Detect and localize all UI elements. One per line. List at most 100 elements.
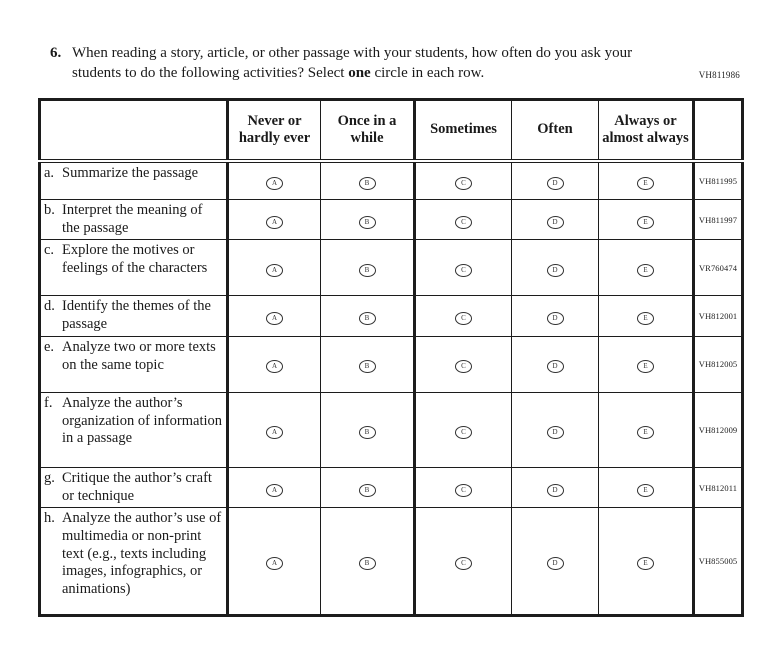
row-code: VH855005 <box>692 507 743 617</box>
table-row: d. Identify the themes of the passage A … <box>39 295 743 337</box>
row-label-text: Critique the author’s craft or technique <box>62 469 212 504</box>
header-sometimes: Sometimes <box>413 98 512 163</box>
answer-bubble[interactable]: D <box>546 176 564 190</box>
row-label-text: Explore the motives or feelings of the c… <box>62 242 208 277</box>
bubble-cell: E <box>598 295 694 337</box>
bubble-cell: C <box>413 239 512 297</box>
bubble-cell: A <box>226 335 321 393</box>
bubble-cell: C <box>413 335 512 393</box>
bubble-cell: A <box>226 507 321 617</box>
answer-bubble[interactable]: C <box>455 312 472 326</box>
activity-label-cell: b. Interpret the meaning of the passage <box>39 199 228 241</box>
answer-bubble[interactable]: E <box>637 425 654 439</box>
answer-bubble[interactable]: C <box>455 425 472 439</box>
answer-bubble[interactable]: D <box>546 425 564 439</box>
answer-bubble[interactable]: B <box>358 557 376 571</box>
answer-bubble[interactable]: A <box>266 263 283 277</box>
activity-label-cell: e. Analyze two or more texts on the same… <box>39 335 228 393</box>
answer-bubble[interactable]: C <box>455 483 472 497</box>
bubble-cell: A <box>226 295 321 337</box>
row-label-text: Summarize the passage <box>62 164 199 181</box>
question-text-part1: When reading a story, article, or other … <box>72 45 633 81</box>
header-often: Often <box>511 98 599 163</box>
row-code: VR760474 <box>692 239 743 297</box>
activity-label-cell: c. Explore the motives or feelings of th… <box>39 239 228 297</box>
bubble-cell: B <box>320 160 415 201</box>
activity-label-cell: h. Analyze the author’s use of multimedi… <box>39 507 228 617</box>
answer-bubble[interactable]: A <box>266 215 283 229</box>
bubble-cell: A <box>226 239 321 297</box>
header-once-in-a-while: Once in a while <box>320 98 415 163</box>
answer-bubble[interactable]: D <box>546 263 564 277</box>
row-letter: c. <box>44 242 55 259</box>
bubble-cell: A <box>226 199 321 241</box>
bubble-cell: B <box>320 391 415 468</box>
bubble-cell: E <box>598 160 694 201</box>
bubble-cell: D <box>511 466 599 509</box>
row-code: VH811995 <box>692 160 743 201</box>
answer-bubble[interactable]: A <box>266 360 283 374</box>
answer-bubble[interactable]: E <box>637 312 654 326</box>
question-text: When reading a story, article, or other … <box>72 44 665 84</box>
answer-bubble[interactable]: C <box>455 263 472 277</box>
row-label-text: Interpret the meaning of the passage <box>62 202 203 236</box>
table-row: b. Interpret the meaning of the passage … <box>39 199 743 241</box>
bubble-cell: E <box>598 239 694 297</box>
bubble-cell: D <box>511 160 599 201</box>
row-letter: d. <box>44 298 55 315</box>
answer-bubble[interactable]: B <box>358 312 376 326</box>
question-text-bold: one <box>348 64 371 81</box>
bubble-cell: A <box>226 391 321 468</box>
header-empty-label-col <box>39 98 228 163</box>
row-letter: e. <box>44 338 55 355</box>
answer-bubble[interactable]: E <box>637 215 654 229</box>
row-code: VH812001 <box>692 295 743 337</box>
bubble-cell: C <box>413 466 512 509</box>
header-always: Always or almost always <box>598 98 694 163</box>
question-text-part2: circle in each row. <box>370 64 485 81</box>
bubble-cell: B <box>320 239 415 297</box>
header-never: Never or hardly ever <box>226 98 321 163</box>
table-row: c. Explore the motives or feelings of th… <box>39 239 743 297</box>
table-row: e. Analyze two or more texts on the same… <box>39 335 743 393</box>
answer-bubble[interactable]: B <box>358 263 376 277</box>
answer-bubble[interactable]: D <box>546 360 564 374</box>
frequency-matrix-table: Never or hardly ever Once in a while Som… <box>38 97 744 618</box>
row-code: VH812005 <box>692 335 743 393</box>
answer-bubble[interactable]: E <box>637 360 654 374</box>
activity-label-cell: d. Identify the themes of the passage <box>39 295 228 337</box>
answer-bubble[interactable]: E <box>637 176 654 190</box>
answer-bubble[interactable]: B <box>358 215 376 229</box>
bubble-cell: D <box>511 507 599 617</box>
answer-bubble[interactable]: D <box>546 312 564 326</box>
answer-bubble[interactable]: A <box>266 483 283 497</box>
questionnaire-page: { "page": { "top_right_code": "VH811986"… <box>0 44 763 670</box>
answer-bubble[interactable]: E <box>637 263 654 277</box>
answer-bubble[interactable]: E <box>637 557 654 571</box>
answer-bubble[interactable]: D <box>546 557 564 571</box>
bubble-cell: B <box>320 507 415 617</box>
answer-bubble[interactable]: C <box>455 360 472 374</box>
bubble-cell: E <box>598 199 694 241</box>
answer-bubble[interactable]: A <box>266 312 283 326</box>
row-letter: h. <box>44 510 55 527</box>
bubble-cell: E <box>598 335 694 393</box>
answer-bubble[interactable]: B <box>358 176 376 190</box>
bubble-cell: B <box>320 335 415 393</box>
row-code: VH812009 <box>692 391 743 468</box>
answer-bubble[interactable]: C <box>455 557 472 571</box>
answer-bubble[interactable]: C <box>455 176 472 190</box>
bubble-cell: C <box>413 295 512 337</box>
answer-bubble[interactable]: A <box>266 557 283 571</box>
answer-bubble[interactable]: B <box>358 483 376 497</box>
answer-bubble[interactable]: D <box>546 215 564 229</box>
bubble-cell: A <box>226 466 321 509</box>
answer-bubble[interactable]: B <box>358 360 376 374</box>
answer-bubble[interactable]: E <box>637 483 654 497</box>
table-row: g. Critique the author’s craft or techni… <box>39 466 743 509</box>
answer-bubble[interactable]: A <box>266 425 283 439</box>
answer-bubble[interactable]: A <box>266 176 283 190</box>
answer-bubble[interactable]: D <box>546 483 564 497</box>
answer-bubble[interactable]: C <box>455 215 472 229</box>
answer-bubble[interactable]: B <box>358 425 376 439</box>
